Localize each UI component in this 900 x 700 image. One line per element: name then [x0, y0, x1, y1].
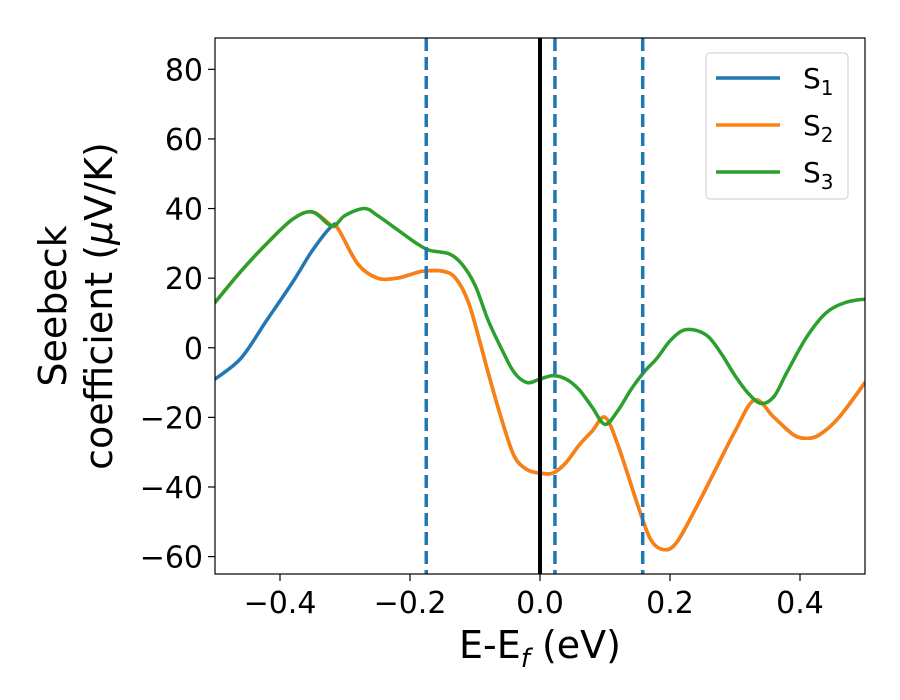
legend-items: S1 S2 S3: [716, 62, 834, 194]
y-tick-label: −60: [140, 541, 203, 576]
y-axis-title-mu: μ: [77, 221, 121, 246]
vertical-lines-layer: [424, 38, 645, 574]
x-axis-title: E-Ef (eV): [459, 623, 621, 674]
x-tick-label: −0.4: [244, 586, 317, 621]
x-tick-label: 0.4: [776, 586, 824, 621]
x-tick-label: −0.2: [374, 586, 447, 621]
legend-label-s3: S3: [803, 156, 834, 194]
series-line-s3: [215, 206, 865, 427]
x-axis-title-unit: (eV): [530, 623, 621, 667]
y-axis-title-suffix: V/K): [77, 142, 121, 221]
y-axis-title-line2: coefficient (μV/K): [77, 142, 121, 470]
y-tick-label: 80: [165, 53, 203, 88]
x-tick-label: 0.0: [516, 586, 564, 621]
x-axis-title-main: E-E: [459, 623, 521, 667]
y-tick-label: 40: [165, 193, 203, 228]
legend-label-s1: S1: [803, 62, 834, 100]
y-tick-label: 20: [165, 262, 203, 297]
legend-label-s2: S2: [803, 109, 834, 147]
y-axis-title: Seebeck coefficient (μV/K): [31, 142, 121, 470]
x-axis-ticks: −0.4 −0.2 0.0 0.2 0.4: [244, 574, 824, 621]
x-tick-label: 0.2: [646, 586, 694, 621]
y-axis-title-line1: Seebeck: [31, 225, 75, 386]
y-axis-ticks: −60 −40 −20 0 20 40 60 80: [140, 53, 215, 576]
y-axis-title-prefix: coefficient (: [77, 245, 121, 470]
y-tick-label: 0: [184, 332, 203, 367]
y-tick-label: −40: [140, 471, 203, 506]
y-tick-label: −20: [140, 401, 203, 436]
legend: S1 S2 S3: [705, 52, 849, 200]
y-tick-label: 60: [165, 123, 203, 158]
